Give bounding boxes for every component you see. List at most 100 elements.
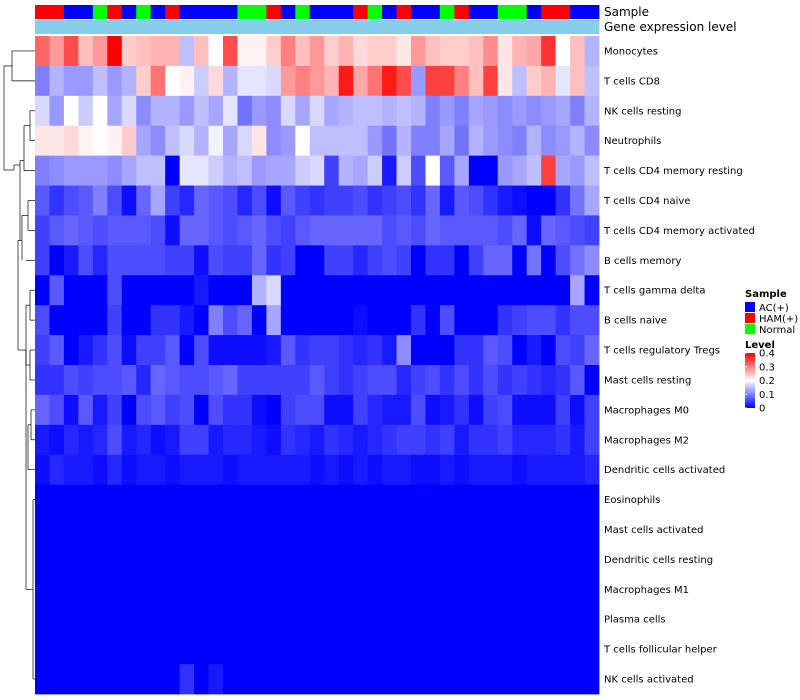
heatmap-cell — [107, 185, 123, 216]
heatmap-cell — [570, 36, 585, 67]
gene-annotation-cell — [425, 20, 441, 34]
heatmap-cell — [584, 365, 600, 396]
heatmap-cell — [338, 544, 354, 575]
heatmap-cell — [497, 365, 513, 396]
heatmap-cell — [35, 335, 50, 366]
heatmap-cell — [468, 604, 484, 635]
heatmap-cell — [49, 424, 65, 456]
heatmap-cell — [541, 36, 557, 67]
heatmap-cell — [324, 215, 340, 246]
heatmap-cell — [367, 215, 383, 246]
heatmap-cell — [266, 604, 282, 635]
heatmap-cell — [425, 95, 441, 127]
heatmap-cell — [541, 514, 557, 545]
heatmap-cell — [237, 424, 253, 456]
heatmap-cell — [570, 574, 585, 605]
heatmap-cell — [194, 125, 209, 157]
heatmap-cell — [584, 544, 600, 575]
heatmap-cell — [92, 125, 108, 157]
heatmap-cell — [295, 664, 311, 695]
heatmap-cell — [541, 454, 557, 486]
heatmap-cell — [295, 335, 311, 366]
heatmap-cell — [150, 335, 166, 366]
heatmap-cell — [541, 305, 557, 336]
heatmap-cell — [411, 484, 426, 515]
gene-annotation-cell — [194, 20, 209, 34]
heatmap-cell — [78, 65, 94, 97]
heatmap-cells — [35, 36, 600, 695]
sample-legend-swatch — [745, 313, 755, 323]
heatmap-cell — [497, 305, 513, 336]
heatmap-cell — [425, 305, 441, 336]
heatmap-cell — [136, 365, 152, 396]
heatmap-cell — [411, 185, 426, 216]
gene-annotation-cell — [295, 20, 311, 34]
heatmap-cell — [555, 36, 571, 67]
heatmap-cell — [136, 245, 152, 276]
heatmap-cell — [136, 664, 152, 695]
heatmap-cell — [35, 95, 50, 127]
gene-expression-annotation-bar — [35, 20, 600, 34]
heatmap-cell — [439, 454, 455, 486]
heatmap-cell — [497, 65, 513, 97]
heatmap-cell — [295, 604, 311, 635]
heatmap-cell — [121, 95, 137, 127]
heatmap-cell — [49, 95, 65, 127]
heatmap-cell — [63, 185, 79, 216]
heatmap-cell — [35, 155, 50, 186]
heatmap-cell — [295, 95, 311, 127]
heatmap-cell — [223, 36, 238, 67]
heatmap-cell — [266, 664, 282, 695]
heatmap-cell — [526, 36, 542, 67]
heatmap-cell — [223, 365, 238, 396]
row-label: NK cells activated — [604, 675, 694, 686]
sample-legend-title: Sample — [745, 289, 787, 300]
heatmap-cell — [512, 664, 528, 695]
heatmap-cell — [35, 634, 50, 665]
heatmap-cell — [454, 185, 470, 216]
sample-annotation-cell — [425, 5, 441, 19]
heatmap-cell — [266, 95, 282, 127]
heatmap-cell — [411, 215, 426, 246]
heatmap-cell — [425, 65, 441, 97]
heatmap-cell — [107, 664, 123, 695]
heatmap-cell — [78, 245, 94, 276]
heatmap-cell — [63, 544, 79, 575]
heatmap-cell — [107, 544, 123, 575]
heatmap-cell — [309, 484, 325, 515]
gene-annotation-cell — [411, 20, 426, 34]
heatmap-cell — [483, 394, 499, 426]
heatmap-cell — [411, 544, 426, 575]
gene-annotation-cell — [541, 20, 557, 34]
heatmap-cell — [411, 365, 426, 396]
heatmap-cell — [150, 245, 166, 276]
heatmap-cell — [295, 155, 311, 186]
row-label: T cells CD4 memory resting — [603, 166, 743, 177]
heatmap-cell — [454, 305, 470, 336]
heatmap-cell — [179, 245, 195, 276]
heatmap-cell — [483, 65, 499, 97]
heatmap-cell — [121, 514, 137, 545]
heatmap-cell — [49, 245, 65, 276]
heatmap-cell — [497, 215, 513, 246]
heatmap-cell — [396, 424, 412, 456]
heatmap-cell — [266, 245, 282, 276]
heatmap-cell — [526, 335, 542, 366]
heatmap-cell — [208, 245, 224, 276]
heatmap-cell — [49, 574, 65, 605]
heatmap-cell — [208, 215, 224, 246]
heatmap-cell — [63, 394, 79, 426]
heatmap-cell — [208, 394, 224, 426]
heatmap-cell — [353, 65, 369, 97]
sample-annotation-label: Sample — [604, 5, 649, 19]
row-label: Dendritic cells resting — [604, 555, 713, 566]
heatmap-cell — [512, 125, 528, 157]
row-label: Macrophages M0 — [604, 405, 689, 416]
heatmap-cell — [382, 365, 397, 396]
heatmap-cell — [353, 514, 369, 545]
heatmap-cell — [194, 544, 209, 575]
heatmap-cell — [382, 544, 397, 575]
heatmap-cell — [396, 305, 412, 336]
heatmap-cell — [584, 245, 600, 276]
heatmap-cell — [309, 544, 325, 575]
